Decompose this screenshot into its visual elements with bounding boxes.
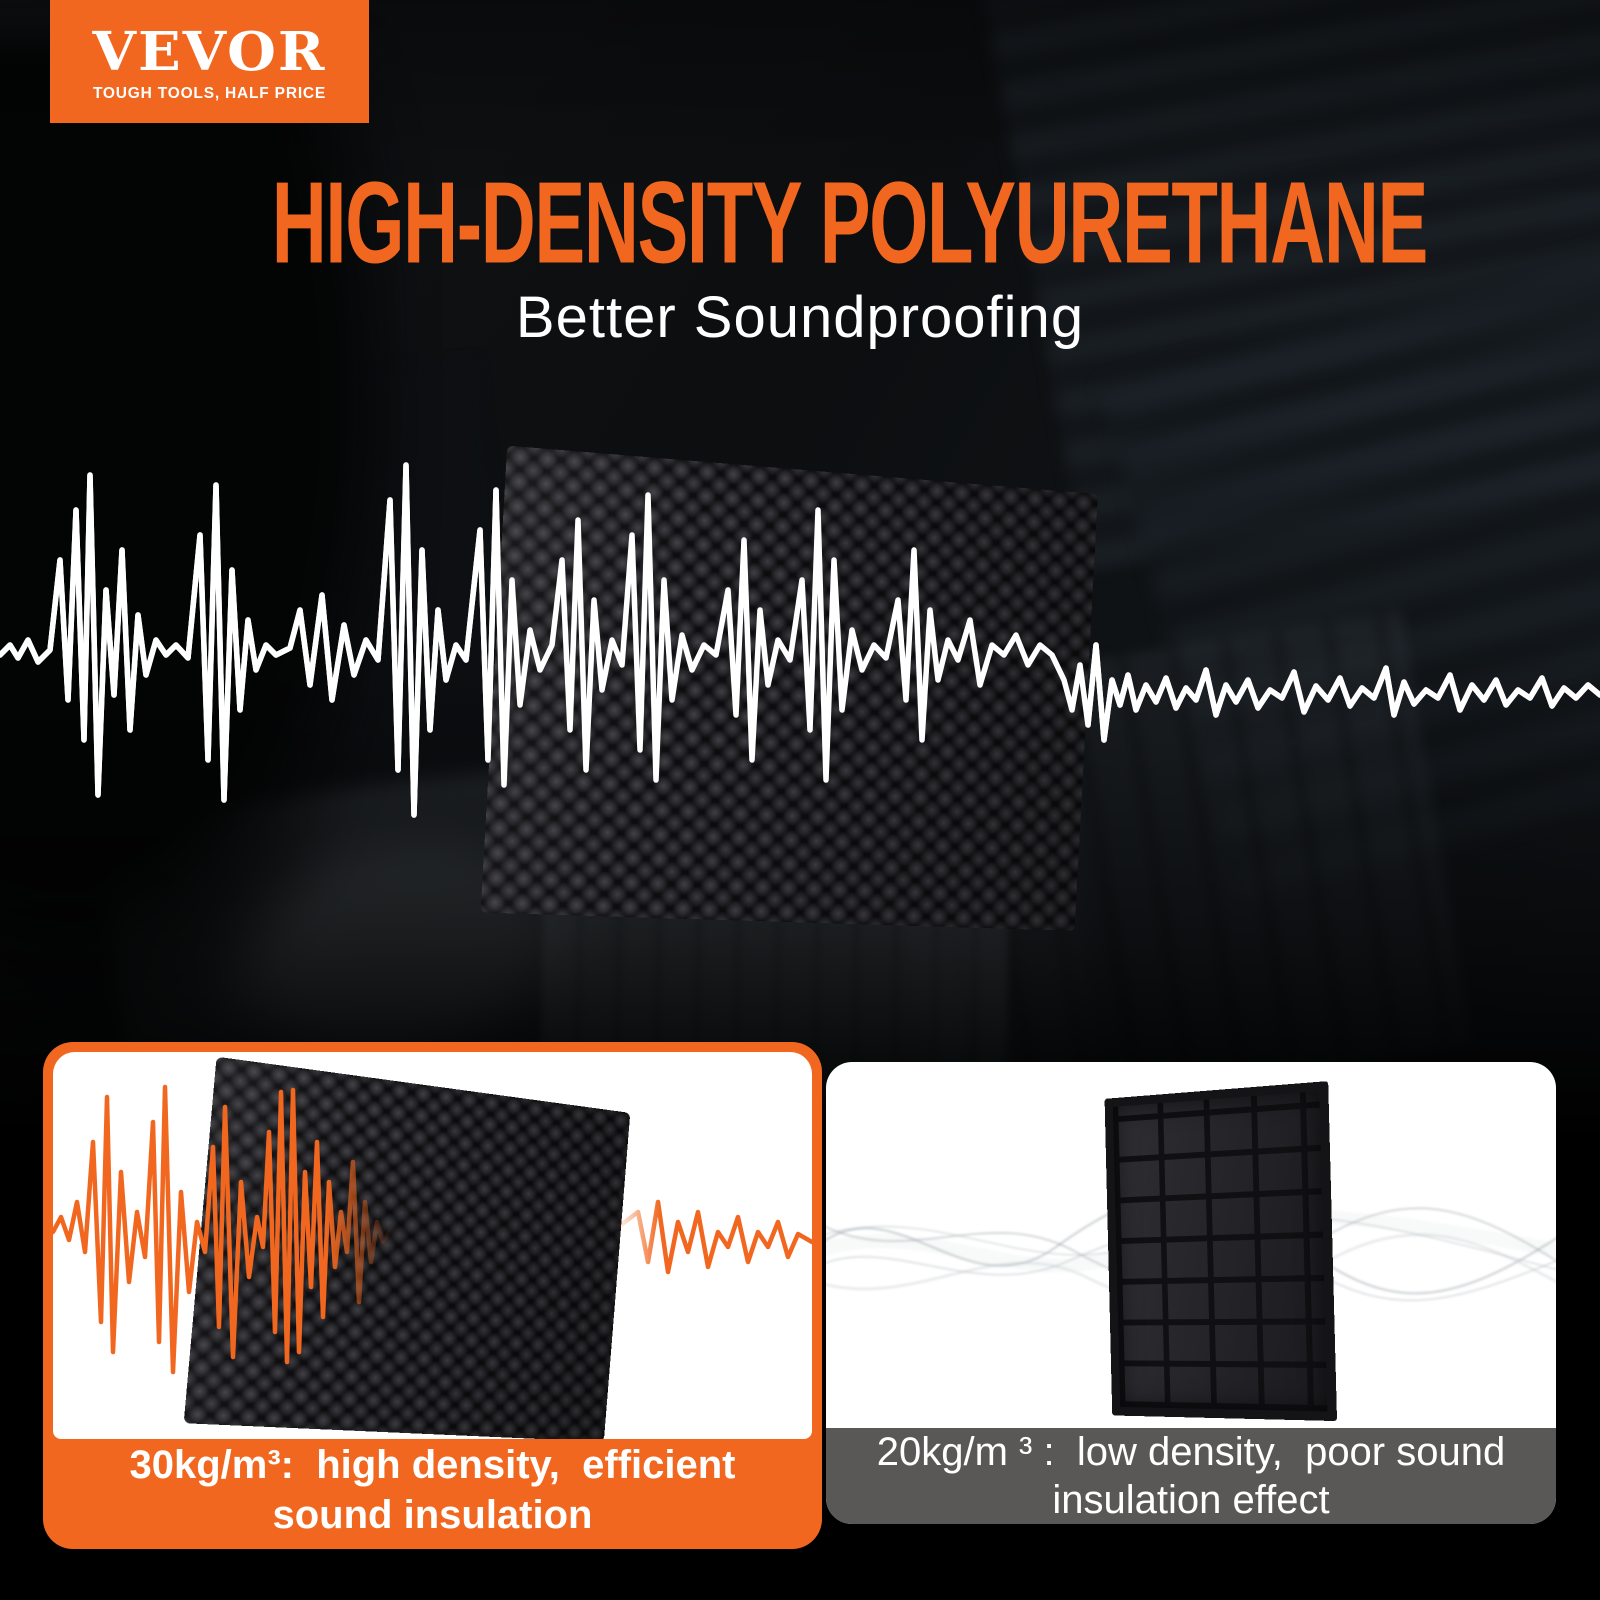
high-density-caption: 30kg/m³: high density, efficient sound i… <box>43 1439 822 1541</box>
vevor-logo-tagline: TOUGH TOOLS, HALF PRICE <box>92 84 327 102</box>
low-density-caption-line2: insulation effect <box>1052 1478 1330 1522</box>
page-title: HIGH-DENSITY POLYURETHANE <box>271 157 1428 288</box>
low-density-caption: 20kg/m ³ : low density, poor sound insul… <box>826 1428 1556 1524</box>
low-density-caption-line1: 20kg/m ³ : low density, poor sound <box>876 1430 1506 1474</box>
high-density-card-image-area <box>53 1052 812 1439</box>
egg-crate-foam-panel <box>480 445 1098 931</box>
orange-waveform-graphic <box>53 1084 812 1375</box>
grid-foam-panel <box>1104 1081 1338 1422</box>
vevor-logo: VEVOR TOUGH TOOLS, HALF PRICE <box>50 0 369 123</box>
high-density-caption-line1: 30kg/m³: high density, efficient <box>129 1443 736 1487</box>
page-subtitle: Better Soundproofing <box>515 285 1085 350</box>
low-density-card: 20kg/m ³ : low density, poor sound insul… <box>826 1062 1556 1524</box>
high-density-caption-line2: sound insulation <box>272 1493 593 1537</box>
high-density-card: 30kg/m³: high density, efficient sound i… <box>43 1042 822 1549</box>
vevor-logo-wordmark: VEVOR <box>92 19 327 84</box>
